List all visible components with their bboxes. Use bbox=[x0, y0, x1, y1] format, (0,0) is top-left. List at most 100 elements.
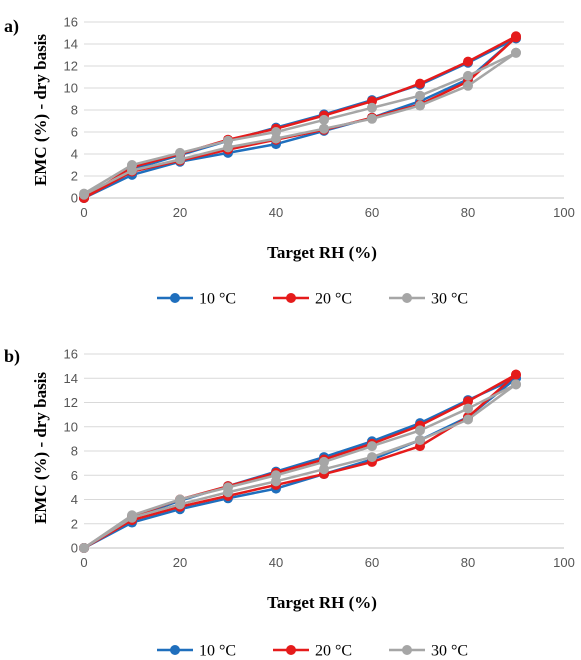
legend-entry: 30 °C bbox=[431, 291, 468, 308]
x-tick-label: 80 bbox=[461, 205, 475, 220]
y-axis-label: EMC (%) - dry basis bbox=[31, 372, 50, 524]
legend-marker bbox=[286, 645, 296, 655]
series-line bbox=[83, 37, 517, 200]
data-point bbox=[79, 189, 89, 200]
data-point bbox=[463, 396, 473, 407]
x-axis-label: Target RH (%) bbox=[267, 593, 377, 612]
series-line bbox=[83, 373, 517, 550]
data-point bbox=[463, 403, 473, 414]
y-tick-label: 6 bbox=[71, 468, 78, 483]
data-point bbox=[463, 56, 473, 67]
data-point bbox=[175, 154, 185, 165]
data-point bbox=[511, 369, 521, 380]
x-tick-label: 60 bbox=[365, 555, 379, 570]
y-tick-label: 14 bbox=[64, 37, 78, 52]
series-1 bbox=[79, 373, 521, 553]
x-tick-label: 0 bbox=[80, 555, 87, 570]
x-tick-label: 40 bbox=[269, 205, 283, 220]
y-tick-label: 8 bbox=[71, 444, 78, 459]
data-point bbox=[367, 102, 377, 113]
data-point bbox=[463, 70, 473, 81]
y-tick-label: 16 bbox=[64, 15, 78, 30]
data-point bbox=[463, 414, 473, 425]
series-line bbox=[83, 36, 517, 200]
data-point bbox=[223, 142, 233, 153]
series-line bbox=[83, 51, 517, 196]
legend: 10 °C 20 °C 30 °C bbox=[157, 643, 468, 660]
panel-label: a) bbox=[4, 16, 19, 37]
x-tick-label: 100 bbox=[553, 555, 575, 570]
series-line bbox=[83, 383, 517, 550]
y-tick-label: 14 bbox=[64, 371, 78, 386]
data-point bbox=[367, 452, 377, 463]
data-point bbox=[511, 47, 521, 58]
data-point bbox=[415, 90, 425, 101]
series-1 bbox=[79, 32, 521, 203]
legend-marker bbox=[170, 645, 180, 655]
series-line bbox=[83, 377, 517, 550]
series-2 bbox=[79, 369, 521, 553]
series-2 bbox=[79, 31, 521, 203]
data-point bbox=[463, 80, 473, 91]
panel-label: b) bbox=[4, 346, 20, 367]
legend-entry: 20 °C bbox=[315, 291, 352, 308]
y-tick-label: 6 bbox=[71, 125, 78, 140]
x-tick-label: 60 bbox=[365, 205, 379, 220]
series-line bbox=[83, 36, 517, 200]
legend-marker bbox=[402, 293, 412, 303]
data-point bbox=[319, 114, 329, 125]
data-point bbox=[415, 425, 425, 436]
chart-panel-1: 0 2 4 6 8 10 12 14 16 0 20 40 60 80 100 a) EMC (%) - dry… bbox=[4, 15, 575, 308]
y-tick-label: 2 bbox=[71, 516, 78, 531]
data-point bbox=[319, 123, 329, 134]
data-point bbox=[511, 32, 521, 43]
legend-marker bbox=[170, 293, 180, 303]
x-tick-label: 80 bbox=[461, 555, 475, 570]
data-point bbox=[319, 456, 329, 467]
x-tick-label: 20 bbox=[173, 555, 187, 570]
series-line bbox=[83, 383, 517, 550]
data-point bbox=[175, 499, 185, 510]
y-tick-label: 2 bbox=[71, 169, 78, 184]
series-line bbox=[83, 51, 517, 195]
legend-entry: 10 °C bbox=[199, 643, 236, 660]
data-point bbox=[511, 379, 521, 390]
x-tick-label: 20 bbox=[173, 205, 187, 220]
x-tick-label: 40 bbox=[269, 555, 283, 570]
data-point bbox=[415, 435, 425, 446]
data-point bbox=[223, 487, 233, 498]
data-point bbox=[271, 476, 281, 487]
y-tick-label: 0 bbox=[71, 191, 78, 206]
x-tick-label: 100 bbox=[553, 205, 575, 220]
data-point bbox=[367, 441, 377, 452]
y-tick-label: 4 bbox=[71, 492, 78, 507]
data-point bbox=[415, 78, 425, 89]
series-line bbox=[83, 373, 517, 550]
y-tick-label: 10 bbox=[64, 81, 78, 96]
x-tick-label: 0 bbox=[80, 205, 87, 220]
data-point bbox=[127, 165, 137, 176]
y-tick-label: 10 bbox=[64, 419, 78, 434]
data-point bbox=[127, 512, 137, 523]
y-tick-label: 16 bbox=[64, 347, 78, 362]
y-tick-label: 8 bbox=[71, 103, 78, 118]
y-tick-label: 12 bbox=[64, 59, 78, 74]
y-tick-label: 0 bbox=[71, 541, 78, 556]
chart-panel-2: 0 2 4 6 8 10 12 14 16 0 20 40 60 80 100 b) EMC (%) - dry… bbox=[4, 346, 575, 660]
y-axis-label: EMC (%) - dry basis bbox=[31, 34, 50, 186]
series-3 bbox=[79, 379, 521, 553]
y-tick-label: 12 bbox=[64, 395, 78, 410]
legend-entry: 20 °C bbox=[315, 643, 352, 660]
legend-entry: 30 °C bbox=[431, 643, 468, 660]
y-tick-label: 4 bbox=[71, 147, 78, 162]
x-axis-label: Target RH (%) bbox=[267, 243, 377, 262]
series-3 bbox=[79, 47, 521, 200]
data-point bbox=[319, 464, 329, 475]
legend-entry: 10 °C bbox=[199, 291, 236, 308]
series-line bbox=[83, 35, 517, 200]
legend-marker bbox=[402, 645, 412, 655]
data-point bbox=[271, 133, 281, 144]
data-point bbox=[79, 543, 89, 553]
data-point bbox=[415, 100, 425, 111]
legend: 10 °C 20 °C 30 °C bbox=[157, 291, 468, 308]
